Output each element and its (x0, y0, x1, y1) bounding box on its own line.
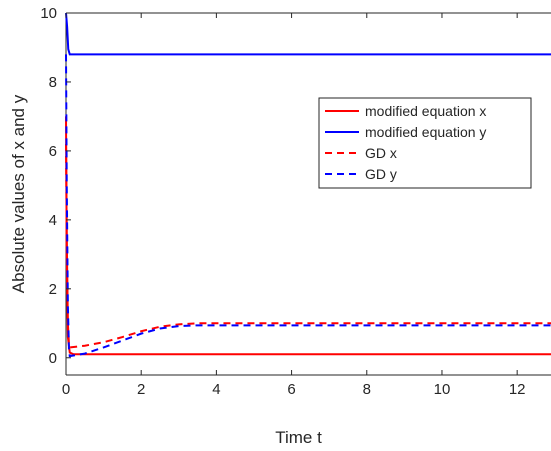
series-layer (65, 12, 551, 358)
legend-label: GD y (365, 166, 397, 182)
x-tick-label: 12 (509, 381, 526, 398)
legend-label: modified equation y (365, 124, 486, 140)
x-tick-label: 10 (434, 381, 451, 398)
y-tick-label: 6 (49, 143, 57, 160)
series-line-2 (65, 144, 551, 349)
y-tick-label: 2 (49, 281, 57, 298)
y-tick-label: 8 (49, 74, 57, 91)
x-tick-label: 8 (363, 381, 371, 398)
x-tick-label: 4 (212, 381, 220, 398)
y-tick-label: 10 (40, 5, 57, 22)
x-tick-label: 2 (137, 381, 145, 398)
x-tick-label: 6 (287, 381, 295, 398)
x-tick-label: 0 (62, 381, 70, 398)
legend: modified equation x modified equation y GD… (318, 97, 532, 189)
ticks-layer: 0 2 4 6 8 10 12 0 2 4 6 8 10 (40, 5, 525, 398)
y-axis-label: Absolute values of x and y (9, 94, 28, 293)
series-line-1 (65, 12, 551, 56)
x-axis-label: Time t (275, 428, 322, 447)
y-tick-label: 4 (49, 212, 57, 229)
y-tick-label: 0 (49, 350, 57, 367)
legend-label: GD x (365, 145, 397, 161)
legend-label: modified equation x (365, 103, 486, 119)
series-line-3 (65, 54, 551, 358)
